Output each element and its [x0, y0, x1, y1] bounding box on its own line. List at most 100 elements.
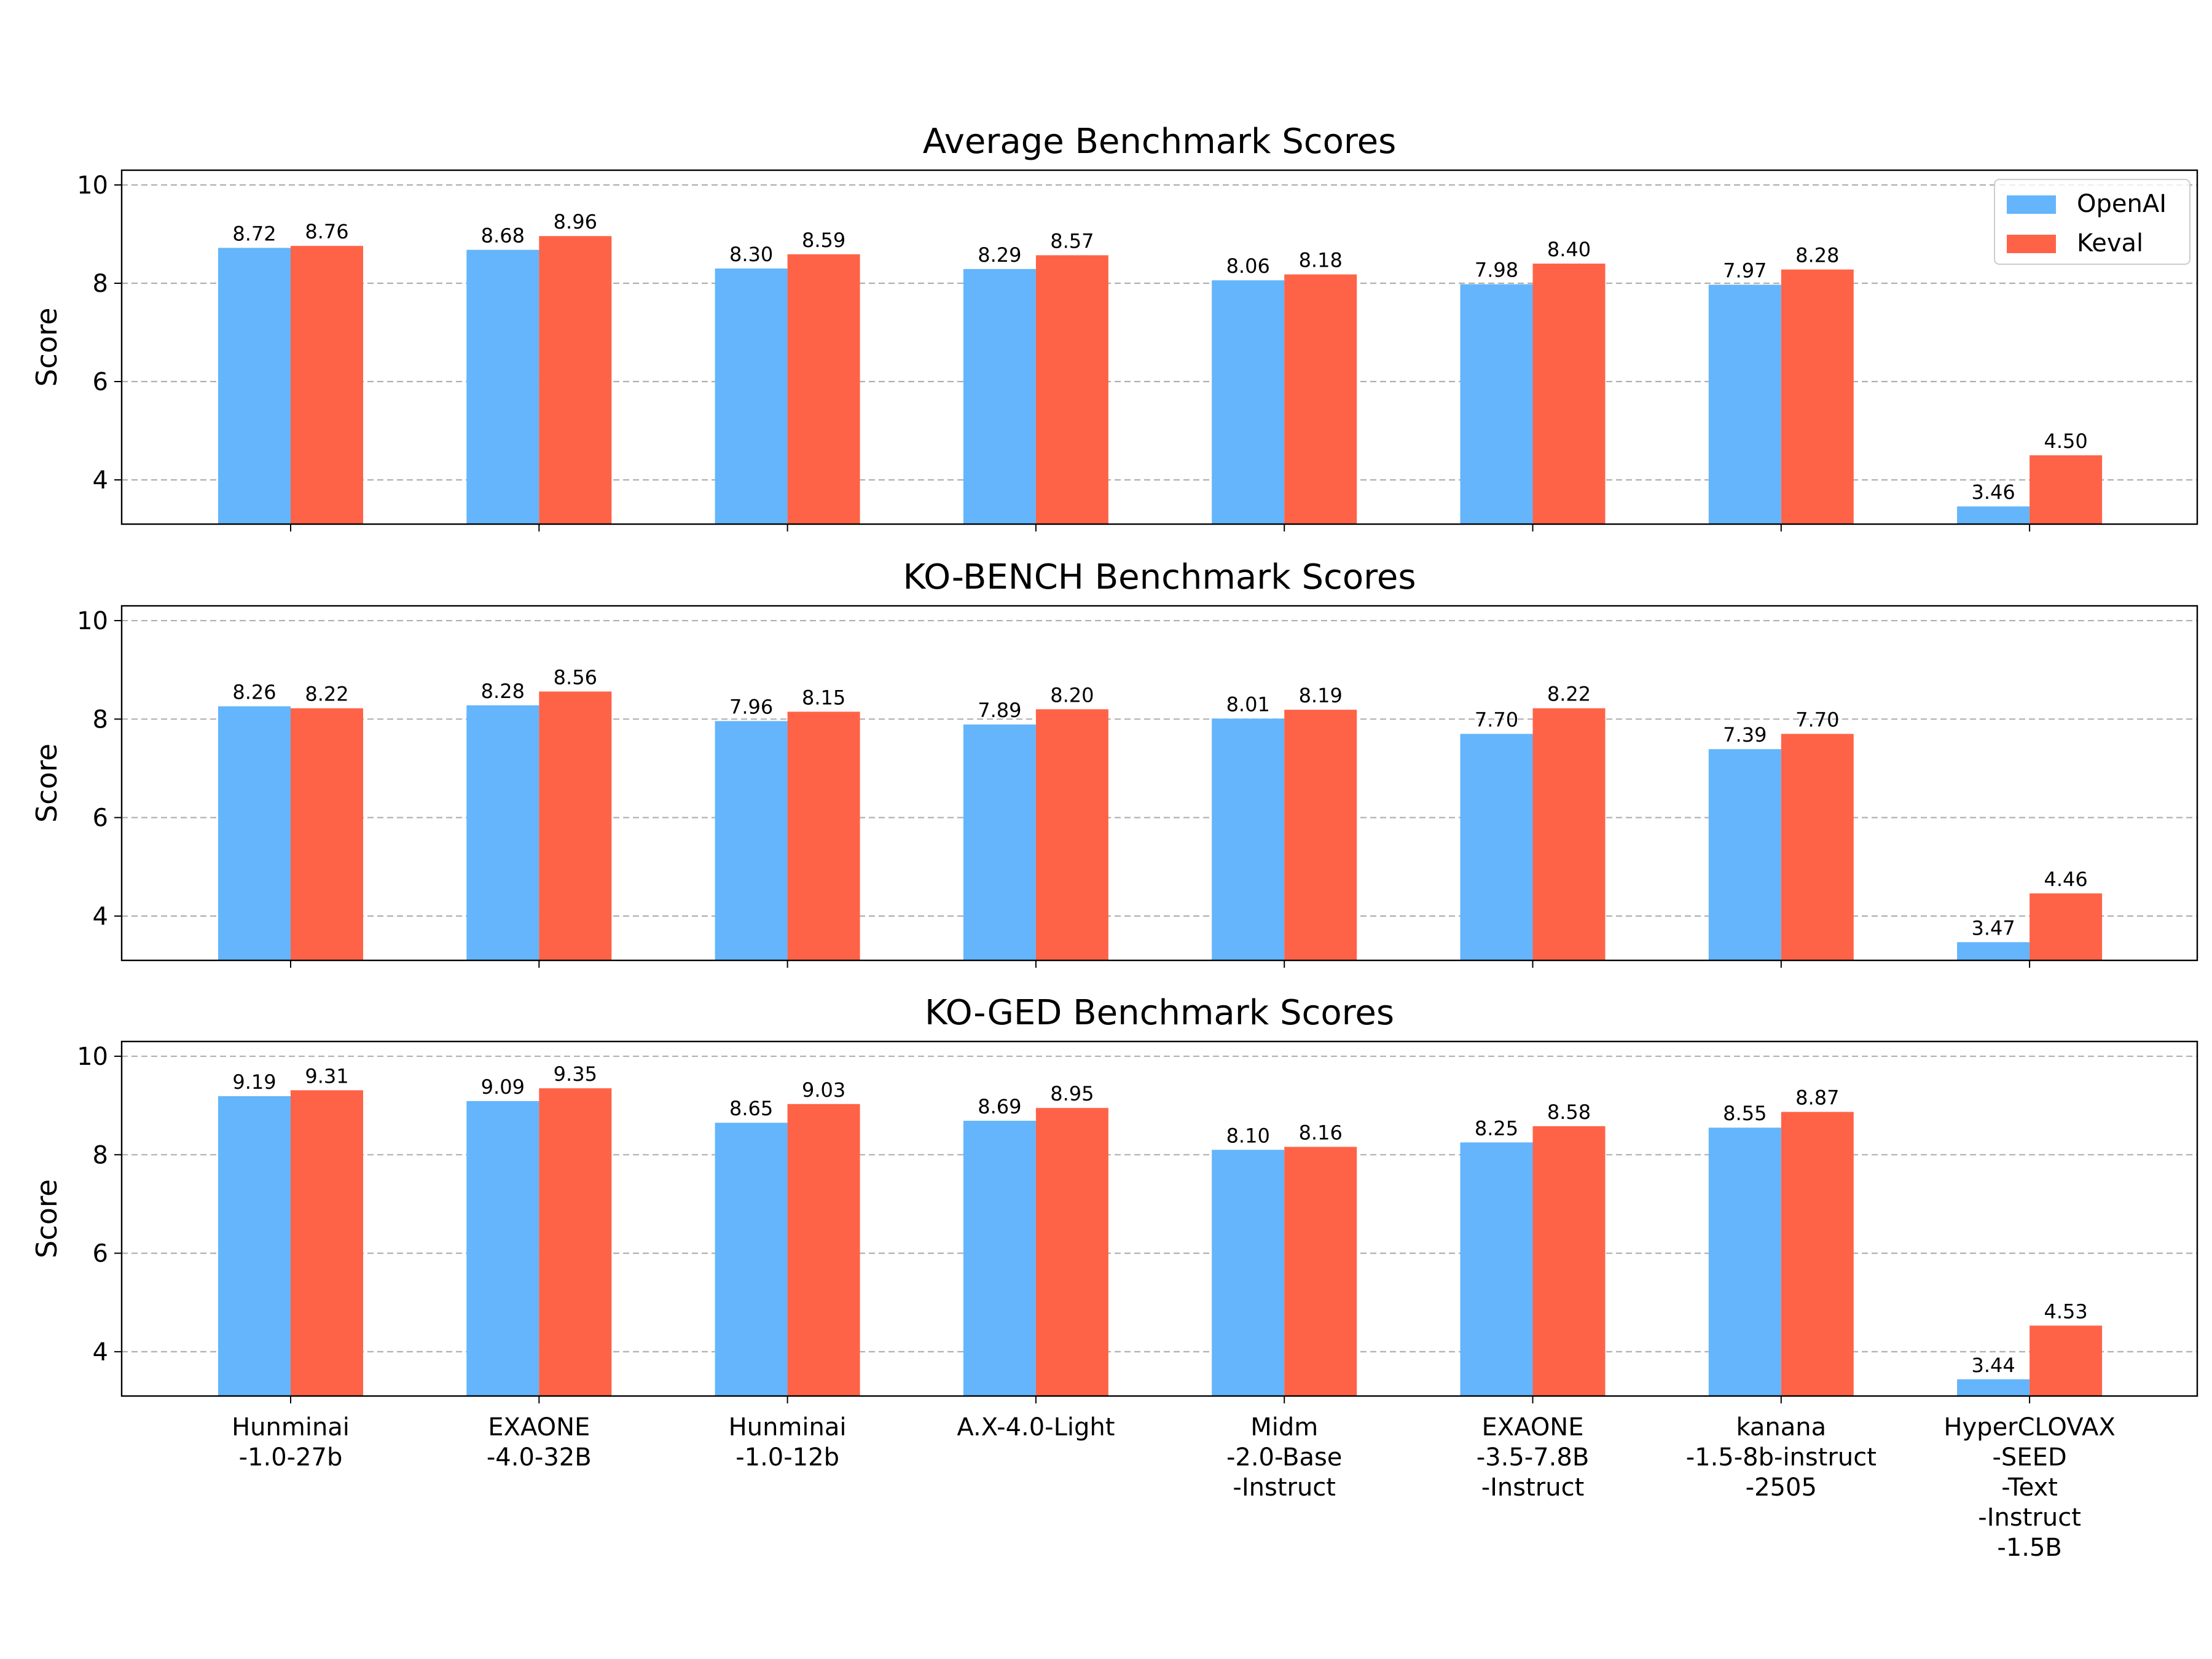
bar-value-label: 3.46: [1971, 480, 2015, 504]
x-tick-label-line: HyperCLOVAX: [1943, 1413, 2115, 1441]
bar-openai: [1460, 1142, 1533, 1396]
bar-openai: [1460, 284, 1533, 524]
chart-title: Average Benchmark Scores: [923, 122, 1397, 162]
bar-value-label: 7.70: [1475, 708, 1518, 731]
x-tick-label-line: A.X-4.0-Light: [957, 1413, 1115, 1441]
bar-keval: [539, 236, 612, 524]
x-tick-label-line: -Instruct: [1978, 1504, 2081, 1532]
y-tick-label: 10: [77, 607, 108, 635]
x-tick-label-line: -2.0-Base: [1226, 1443, 1342, 1472]
bar-value-label: 7.97: [1723, 259, 1767, 282]
chart-title: KO-GED Benchmark Scores: [925, 993, 1394, 1033]
x-tick-label-line: -SEED: [1993, 1443, 2067, 1472]
x-tick-label-line: Midm: [1250, 1413, 1318, 1441]
bar-openai: [715, 1123, 788, 1396]
bar-value-label: 8.28: [1795, 244, 1839, 267]
bar-value-label: 4.46: [2044, 868, 2087, 891]
bar-openai: [466, 1100, 539, 1396]
x-tick-label: Hunminai -1.0-27b: [232, 1413, 350, 1472]
bar-value-label: 8.68: [481, 224, 525, 248]
bar-value-label: 9.35: [554, 1062, 597, 1086]
x-tick-label: A.X-4.0-Light: [957, 1413, 1115, 1441]
bar-value-label: 8.19: [1299, 684, 1343, 707]
y-tick-label: 4: [93, 466, 108, 495]
bar-value-label: 9.09: [481, 1075, 525, 1099]
bar-keval: [1284, 710, 1357, 960]
bar-keval: [1035, 255, 1108, 524]
bar-value-label: 8.29: [978, 243, 1021, 267]
bar-keval: [2030, 893, 2103, 960]
bar-keval: [1781, 734, 1854, 960]
bar-openai: [466, 249, 539, 524]
chart-title: KO-BENCH Benchmark Scores: [903, 557, 1416, 597]
bar-value-label: 8.57: [1050, 229, 1094, 253]
y-tick-label: 6: [93, 1240, 108, 1268]
x-tick-label-line: -1.5-8b-instruct: [1686, 1443, 1877, 1472]
bar-keval: [291, 246, 363, 524]
legend-label: OpenAI: [2077, 190, 2167, 218]
bar-value-label: 7.89: [978, 699, 1021, 722]
x-tick-label: HyperCLOVAX -SEED -Text -Instruct -1.5B: [1943, 1413, 2115, 1562]
bar-openai: [715, 269, 788, 524]
x-tick-label-line: -3.5-7.8B: [1477, 1443, 1590, 1472]
bar-value-label: 8.40: [1547, 238, 1591, 261]
bar-value-label: 8.55: [1723, 1102, 1767, 1125]
bar-openai: [1957, 506, 2030, 524]
bar-openai: [963, 724, 1036, 960]
y-tick-label: 10: [77, 171, 108, 200]
x-tick-label-line: -Instruct: [1481, 1473, 1585, 1502]
bar-openai: [1708, 1128, 1781, 1396]
bar-value-label: 8.95: [1050, 1082, 1094, 1105]
x-tick-label: Hunminai -1.0-12b: [729, 1413, 847, 1472]
chart-panel-1: Average Benchmark Scores Score 4 6 8 10 8.72 8.…: [30, 122, 2198, 531]
y-tick-label: 8: [93, 270, 108, 298]
bar-openai: [1708, 749, 1781, 960]
y-tick-label: 10: [77, 1043, 108, 1071]
axes-frame: [120, 169, 2198, 525]
bar-value-label: 8.65: [729, 1097, 773, 1120]
bar-value-label: 7.98: [1475, 259, 1518, 282]
x-tick-label-line: kanana: [1736, 1413, 1826, 1441]
legend-swatch-openai: [2007, 195, 2056, 214]
bar-value-label: 3.47: [1971, 916, 2015, 939]
bar-keval: [1284, 274, 1357, 524]
legend: OpenAI Keval: [1994, 179, 2190, 265]
bar-value-label: 8.10: [1226, 1124, 1270, 1147]
bar-openai: [218, 706, 291, 960]
y-tick-label: 8: [93, 705, 108, 734]
bar-keval: [787, 1104, 860, 1396]
bar-openai: [218, 1096, 291, 1396]
x-tick-label-line: Hunminai: [729, 1413, 847, 1441]
bar-value-label: 4.53: [2044, 1300, 2087, 1323]
y-axis-label: Score: [30, 308, 63, 387]
bar-value-label: 7.39: [1723, 723, 1767, 747]
bar-value-label: 8.01: [1226, 693, 1270, 716]
bar-value-label: 8.22: [305, 683, 348, 706]
bar-keval: [1532, 1126, 1606, 1396]
chart-panel-2: KO-BENCH Benchmark Scores Score 4 6 8 10 8.26 8…: [30, 557, 2198, 968]
bar-keval: [787, 254, 860, 524]
bar-value-label: 8.06: [1226, 254, 1270, 278]
bar-value-label: 4.50: [2044, 429, 2087, 453]
x-tick-label-line: -4.0-32B: [487, 1443, 592, 1472]
bar-value-label: 9.19: [232, 1070, 276, 1094]
y-axis-label: Score: [30, 1179, 63, 1258]
bar-value-label: 8.22: [1547, 683, 1591, 706]
bar-keval: [291, 1090, 363, 1396]
x-tick-label-line: Hunminai: [232, 1413, 350, 1441]
bar-keval: [1284, 1147, 1357, 1396]
y-tick-label: 6: [93, 804, 108, 833]
bar-keval: [539, 1088, 612, 1396]
x-tick-label-line: EXAONE: [488, 1413, 590, 1441]
legend-label: Keval: [2077, 229, 2143, 257]
bar-value-label: 9.03: [802, 1078, 845, 1102]
bar-openai: [1957, 1379, 2030, 1396]
x-tick-label-line: -1.0-27b: [239, 1443, 343, 1472]
x-tick-label: EXAONE -4.0-32B: [487, 1413, 592, 1472]
bar-value-label: 8.76: [305, 220, 348, 243]
bar-openai: [1708, 284, 1781, 524]
bar-value-label: 7.70: [1795, 708, 1839, 731]
y-tick-label: 4: [93, 903, 108, 931]
bar-keval: [539, 691, 612, 960]
